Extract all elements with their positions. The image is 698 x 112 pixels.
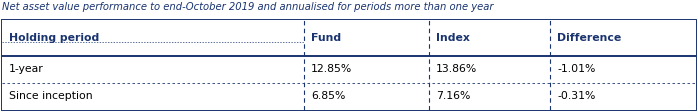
Text: 6.85%: 6.85% bbox=[311, 91, 346, 101]
Text: Fund: Fund bbox=[311, 33, 341, 43]
Text: Net asset value performance to end-October 2019 and annualised for periods more : Net asset value performance to end-Octob… bbox=[2, 2, 493, 12]
Text: 7.16%: 7.16% bbox=[436, 91, 470, 101]
Text: 1-year: 1-year bbox=[9, 65, 44, 74]
Bar bbox=[2, 83, 696, 110]
Text: -1.01%: -1.01% bbox=[557, 65, 595, 74]
Bar bbox=[2, 20, 696, 56]
Text: 12.85%: 12.85% bbox=[311, 65, 352, 74]
Text: 13.86%: 13.86% bbox=[436, 65, 477, 74]
Bar bbox=[2, 56, 696, 83]
Text: Since inception: Since inception bbox=[9, 91, 93, 101]
Text: Holding period: Holding period bbox=[9, 33, 99, 43]
Text: Difference: Difference bbox=[557, 33, 621, 43]
Text: -0.31%: -0.31% bbox=[557, 91, 595, 101]
Bar bbox=[2, 20, 696, 110]
Text: Index: Index bbox=[436, 33, 470, 43]
